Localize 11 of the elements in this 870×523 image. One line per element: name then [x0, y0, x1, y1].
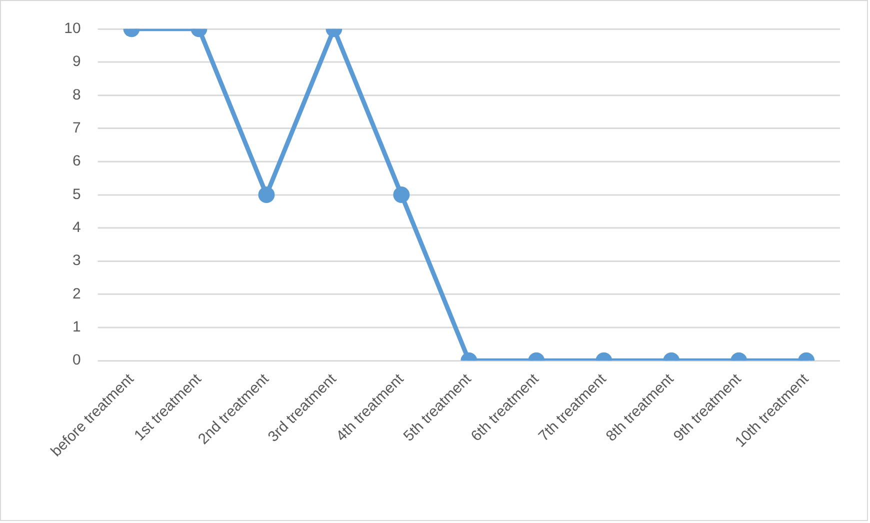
y-tick-label: 0 [72, 352, 81, 369]
y-tick-label: 7 [72, 120, 81, 137]
y-tick-label: 8 [72, 86, 81, 104]
y-tick-label: 6 [72, 152, 81, 170]
y-tick-label: 5 [72, 186, 81, 203]
y-tick-label: 2 [72, 285, 81, 302]
y-tick-label: 9 [72, 53, 81, 70]
y-tick-label: 3 [72, 252, 81, 270]
y-tick-label: 4 [72, 219, 81, 236]
y-tick-label: 10 [64, 20, 81, 38]
y-tick-label: 1 [72, 318, 81, 336]
